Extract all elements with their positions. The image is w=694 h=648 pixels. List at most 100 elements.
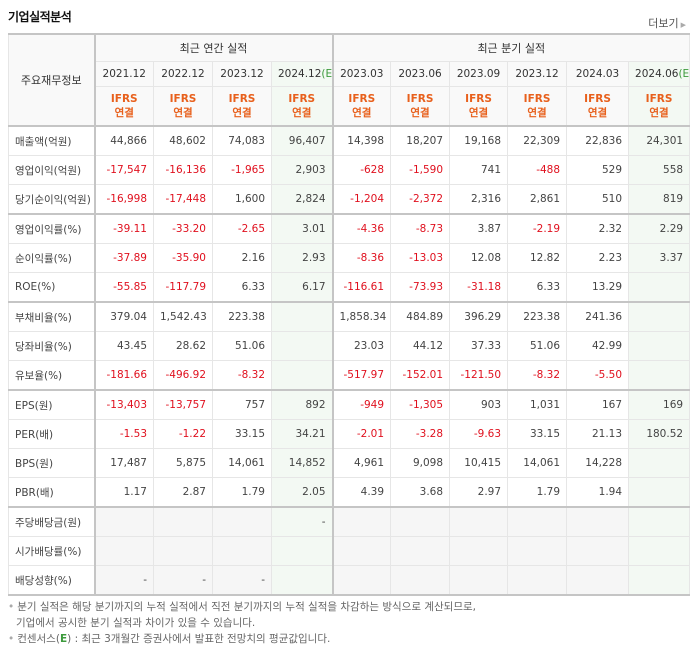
cell-value: 42.99	[566, 331, 630, 361]
ifrs-basis: IFRS 연결	[507, 86, 568, 127]
ifrs-basis: IFRS 연결	[390, 86, 451, 127]
cell-value	[153, 536, 213, 566]
ifrs-basis: IFRS 연결	[212, 86, 272, 127]
ifrs-label: IFRS	[584, 93, 611, 105]
ifrs-label: IFRS	[288, 93, 316, 105]
consolidated-label: 연결	[587, 107, 608, 119]
cell-value: -121.50	[449, 360, 509, 391]
row-label[interactable]: 매출액(억원)	[8, 125, 96, 156]
cell-value: -1.53	[94, 419, 154, 449]
cell-value: 51.06	[507, 331, 568, 361]
cell-value: 44.12	[390, 331, 451, 361]
cell-value: -1,965	[212, 155, 272, 185]
cell-value: -13,757	[153, 389, 213, 420]
row-label[interactable]: 당좌비율(%)	[8, 331, 96, 361]
period-header[interactable]: 2023.12	[507, 61, 568, 87]
cell-value: 22,836	[566, 125, 630, 156]
consolidated-label: 연결	[232, 107, 252, 119]
row-label[interactable]: BPS(원)	[8, 448, 96, 478]
cell-value: 2.87	[153, 477, 213, 508]
cell-value: -8.73	[390, 213, 451, 244]
estimate-mark: (E)	[321, 68, 333, 80]
cell-value: 2.32	[566, 213, 630, 244]
cell-value: 33.15	[212, 419, 272, 449]
row-label[interactable]: 시가배당률(%)	[8, 536, 96, 566]
note-quarterly: 분기 실적은 해당 분기까지의 누적 실적에서 직전 분기까지의 누적 실적을 …	[17, 601, 476, 613]
cell-value	[390, 506, 451, 537]
ifrs-label: IFRS	[465, 93, 492, 105]
row-label[interactable]: PER(배)	[8, 419, 96, 449]
cell-value	[566, 536, 630, 566]
cell-value	[270, 536, 334, 566]
ifrs-basis: IFRS 연결	[449, 86, 509, 127]
row-label[interactable]: 순이익률(%)	[8, 243, 96, 273]
table-row: 영업이익률(%) -39.11 -33.20 -2.65 3.01 -4.36 -8.73 3…	[8, 213, 691, 244]
row-label[interactable]: 영업이익률(%)	[8, 213, 96, 244]
period-header[interactable]: 2023.06	[390, 61, 451, 87]
cell-value: 510	[566, 184, 630, 215]
period-header[interactable]: 2023.09	[449, 61, 509, 87]
cell-value: 558	[628, 155, 691, 185]
cell-value	[628, 272, 691, 303]
table-row: BPS(원) 17,487 5,875 14,061 14,852 4,961 9,098 1…	[8, 448, 691, 478]
row-label[interactable]: 유보율(%)	[8, 360, 96, 391]
row-label[interactable]: 당기순이익(억원)	[8, 184, 96, 215]
period-header[interactable]: 2024.03	[566, 61, 630, 87]
cell-value: -181.66	[94, 360, 154, 391]
table-row: 순이익률(%) -37.89 -35.90 2.16 2.93 -8.36 -13.03 12…	[8, 243, 691, 273]
ifrs-label: IFRS	[169, 93, 197, 105]
cell-value: -16,136	[153, 155, 213, 185]
triangle-right-icon: ▶	[680, 21, 686, 29]
more-link[interactable]: 더보기 ▶	[648, 15, 686, 31]
row-label[interactable]: 부채비율(%)	[8, 301, 96, 332]
period-header[interactable]: 2021.12	[94, 61, 154, 87]
period-header[interactable]: 2023.03	[331, 61, 392, 87]
cell-value: 3.68	[390, 477, 451, 508]
row-label[interactable]: PBR(배)	[8, 477, 96, 508]
cell-value: 14,852	[270, 448, 334, 478]
period-label: 2023.09	[456, 68, 501, 80]
cell-value: 3.37	[628, 243, 691, 273]
row-label[interactable]: 배당성향(%)	[8, 565, 96, 596]
period-header[interactable]: 2024.06(E)	[628, 61, 691, 87]
row-label[interactable]: EPS(원)	[8, 389, 96, 420]
consolidated-label: 연결	[410, 107, 430, 119]
cell-value	[628, 506, 691, 537]
cell-value	[153, 506, 213, 537]
cell-value: -31.18	[449, 272, 509, 303]
period-header[interactable]: 2023.12	[212, 61, 272, 87]
footnotes: • 분기 실적은 해당 분기까지의 누적 실적에서 직전 분기까지의 누적 실적을…	[8, 599, 476, 647]
cell-value: -	[270, 506, 334, 537]
period-label: 2023.12	[515, 68, 559, 80]
cell-value: -17,547	[94, 155, 154, 185]
cell-value: 33.15	[507, 419, 568, 449]
cell-value: 6.17	[270, 272, 334, 303]
period-label: 2024.03	[575, 68, 620, 80]
cell-value: 379.04	[94, 301, 154, 332]
more-label: 더보기	[648, 17, 679, 30]
table-row: ROE(%) -55.85 -117.79 6.33 6.17 -116.61 -73.93…	[8, 272, 691, 303]
cell-value	[270, 331, 334, 361]
cell-value: -	[153, 565, 213, 596]
cell-value: -3.28	[390, 419, 451, 449]
estimate-mark: (E)	[678, 68, 690, 80]
cell-value: 37.33	[449, 331, 509, 361]
row-label[interactable]: 주당배당금(원)	[8, 506, 96, 537]
cell-value: 3.01	[270, 213, 334, 244]
consolidated-label: 연결	[292, 107, 312, 119]
bullet-icon: •	[8, 633, 15, 645]
period-header[interactable]: 2024.12(E)	[270, 61, 334, 87]
cell-value: -1,305	[390, 389, 451, 420]
period-label: 2024.06	[635, 68, 679, 80]
cell-value: -33.20	[153, 213, 213, 244]
cell-value: 14,061	[212, 448, 272, 478]
consolidated-label: 연결	[649, 107, 669, 119]
cell-value: 2,861	[507, 184, 568, 215]
cell-value: 1,600	[212, 184, 272, 215]
period-header[interactable]: 2022.12	[153, 61, 213, 87]
cell-value: 1.79	[507, 477, 568, 508]
row-label[interactable]: ROE(%)	[8, 272, 96, 303]
period-label: 2021.12	[102, 68, 146, 80]
table-row: PBR(배) 1.17 2.87 1.79 2.05 4.39 3.68 2.97 1.79 1.…	[8, 477, 691, 508]
row-label[interactable]: 영업이익(억원)	[8, 155, 96, 185]
